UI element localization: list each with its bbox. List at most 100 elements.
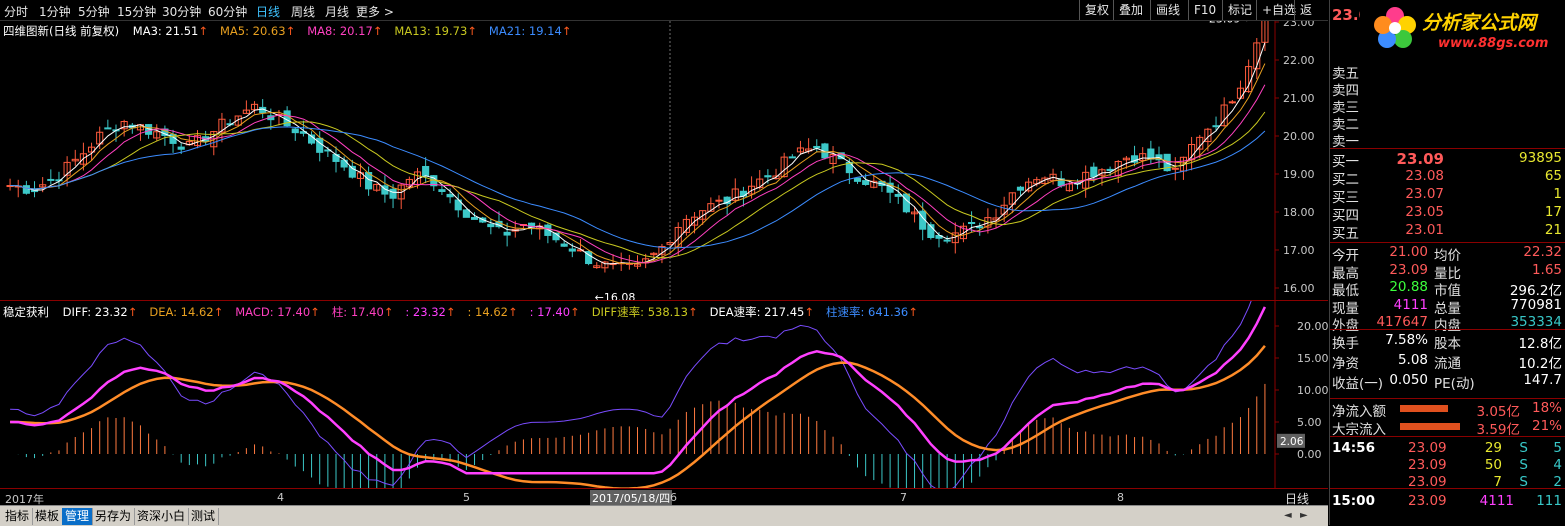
sell-row: 卖一 [1332,130,1564,150]
candle-up [1041,177,1049,184]
stat-label: 最高 [1332,265,1359,282]
macd-legend-item-5: : 14.62↑ [467,305,518,319]
ma-legend-item-0: MA3: 21.51↑ [132,24,208,38]
buy-volume: 65 [1544,168,1562,184]
candle-down [821,143,829,159]
candle-up [707,203,715,212]
buy-volume: 1 [1553,186,1562,202]
candle-down [446,193,454,198]
macd-legend-item-2: MACD: 17.40↑ [235,305,320,319]
candle-up [715,199,723,202]
flow-value: 3.05亿 [1476,404,1520,420]
tab-manage[interactable]: 管理 [62,508,94,525]
up-arrow-icon: ↑ [445,305,456,319]
tf-fenshi[interactable]: 分时 [4,5,29,19]
buy-label: 买三 [1332,190,1359,206]
quote-panel: 23.0 卖五 卖四 卖三 卖二 卖一 买一 23.09 93895 买二 23.08 65 买三 2… [1329,0,1565,525]
candle-down [968,222,976,225]
tab-indicator[interactable]: 指标 [2,508,34,525]
draw-button[interactable]: 画线 [1150,0,1185,20]
candle-down [177,146,185,150]
ma-legend-item-3: MA13: 19.73↑ [394,24,477,38]
buy-label: 买一 [1332,154,1359,170]
kline-chart[interactable]: 23.00 22.00 21.00 20.00 19.00 18.00 17.00 16.00… [0,21,1328,300]
stat-row: 外盘 417647 内盘 353334 [1332,314,1564,334]
candle-down [316,137,324,153]
candle-down [894,193,902,197]
sell-row: 卖四 [1332,79,1564,99]
current-value-text: 2.06 [1280,436,1304,448]
macd-legend-item-0: DIFF: 23.32↑ [62,305,138,319]
tab-senior[interactable]: 资深小白 [134,508,190,525]
indicator-panel[interactable]: 稳定获利 DIFF: 23.32↑ DEA: 14.62↑ MACD: 17.40↑… [0,300,1328,489]
y-tick-label: 10.00 [1297,384,1328,397]
up-arrow-icon: ↑ [213,305,224,319]
candle-down [568,248,576,252]
last-tick-row: 15:00 23.09 4111 111 [1332,493,1564,510]
candle-up [576,249,585,252]
tf-30min[interactable]: 30分钟 [162,5,202,19]
sell-row: 卖五 [1332,62,1564,82]
candle-up [633,263,642,267]
add-watchlist-button[interactable]: +自选 [1256,0,1301,20]
tab-save-as[interactable]: 另存为 [92,508,136,525]
tab-template[interactable]: 模板 [32,508,64,525]
tick-row: 23.09 50 S 4 [1332,457,1564,474]
candle-down [422,165,430,177]
tf-monthly[interactable]: 月线 [325,5,350,19]
y-tick-label: 18.00 [1283,206,1315,219]
macd-chart[interactable]: 20.00 15.00 10.00 5.00 0.002.06 [0,301,1328,489]
tick-dir: S [1519,474,1528,490]
candle-up [1139,153,1147,161]
candle-down [902,193,910,213]
flow-value: 3.59亿 [1476,422,1520,438]
tf-weekly[interactable]: 周线 [291,5,316,19]
candle-down [1090,166,1098,178]
candlestick-panel[interactable]: 四维图新(日线 前复权) MA3: 21.51↑ MA5: 20.63↑ MA8: … [0,21,1328,300]
candle-up [63,161,71,176]
dea-line [10,344,1266,489]
x-label-year: 2017年 [5,493,44,506]
sell-row: 卖三 [1332,96,1564,116]
candle-down [348,165,356,178]
ma-line-5 [10,63,1266,264]
candle-up [39,184,47,188]
flow-pct: 18% [1531,400,1562,416]
mark-button[interactable]: 标记 [1222,0,1257,20]
macd-legend-item-1: DEA: 14.62↑ [149,305,224,319]
ma-line-8 [10,84,1266,264]
tf-daily[interactable]: 日线 [256,5,281,19]
tf-15min[interactable]: 15分钟 [117,5,157,19]
y-tick-label: 17.00 [1283,244,1315,257]
fuquan-button[interactable]: 复权 [1079,0,1114,20]
x-label-apr: 4 [277,491,284,504]
buy-price: 23.09 [1396,150,1444,168]
stat-label: 股本 [1434,336,1461,352]
period-label[interactable]: 日线 [1285,492,1310,506]
stat-row: 最低 20.88 市值 296.2亿 [1332,279,1564,299]
candle-up [829,154,837,164]
overlay-button[interactable]: 叠加 [1113,0,1148,20]
candle-down [943,239,951,242]
candle-down [862,180,870,185]
candle-down [503,231,511,236]
macd-legend-item-8: DEA速率: 217.45↑ [709,305,814,319]
logo-url: www.88gs.com [1438,36,1549,51]
tick-price: 23.09 [1408,440,1447,456]
up-arrow-icon: ↑ [372,24,383,38]
scroll-right-icon[interactable]: ► [1300,510,1308,521]
scroll-left-icon[interactable]: ◄ [1284,510,1292,521]
tf-60min[interactable]: 60分钟 [208,5,248,19]
tf-5min[interactable]: 5分钟 [78,5,110,19]
stat-value: 1.65 [1531,261,1562,278]
candle-up [1228,101,1236,104]
y-tick-label: 21.00 [1283,92,1315,105]
stat-label: 外盘 [1332,318,1359,334]
tf-1min[interactable]: 1分钟 [39,5,71,19]
tab-test[interactable]: 测试 [188,508,220,525]
back-button[interactable]: 返回 [1294,0,1328,37]
f10-button[interactable]: F10 [1188,0,1221,20]
price-header: 23.0 [1332,6,1370,24]
candle-down [544,224,552,236]
tf-more[interactable]: 更多 > [356,5,394,19]
